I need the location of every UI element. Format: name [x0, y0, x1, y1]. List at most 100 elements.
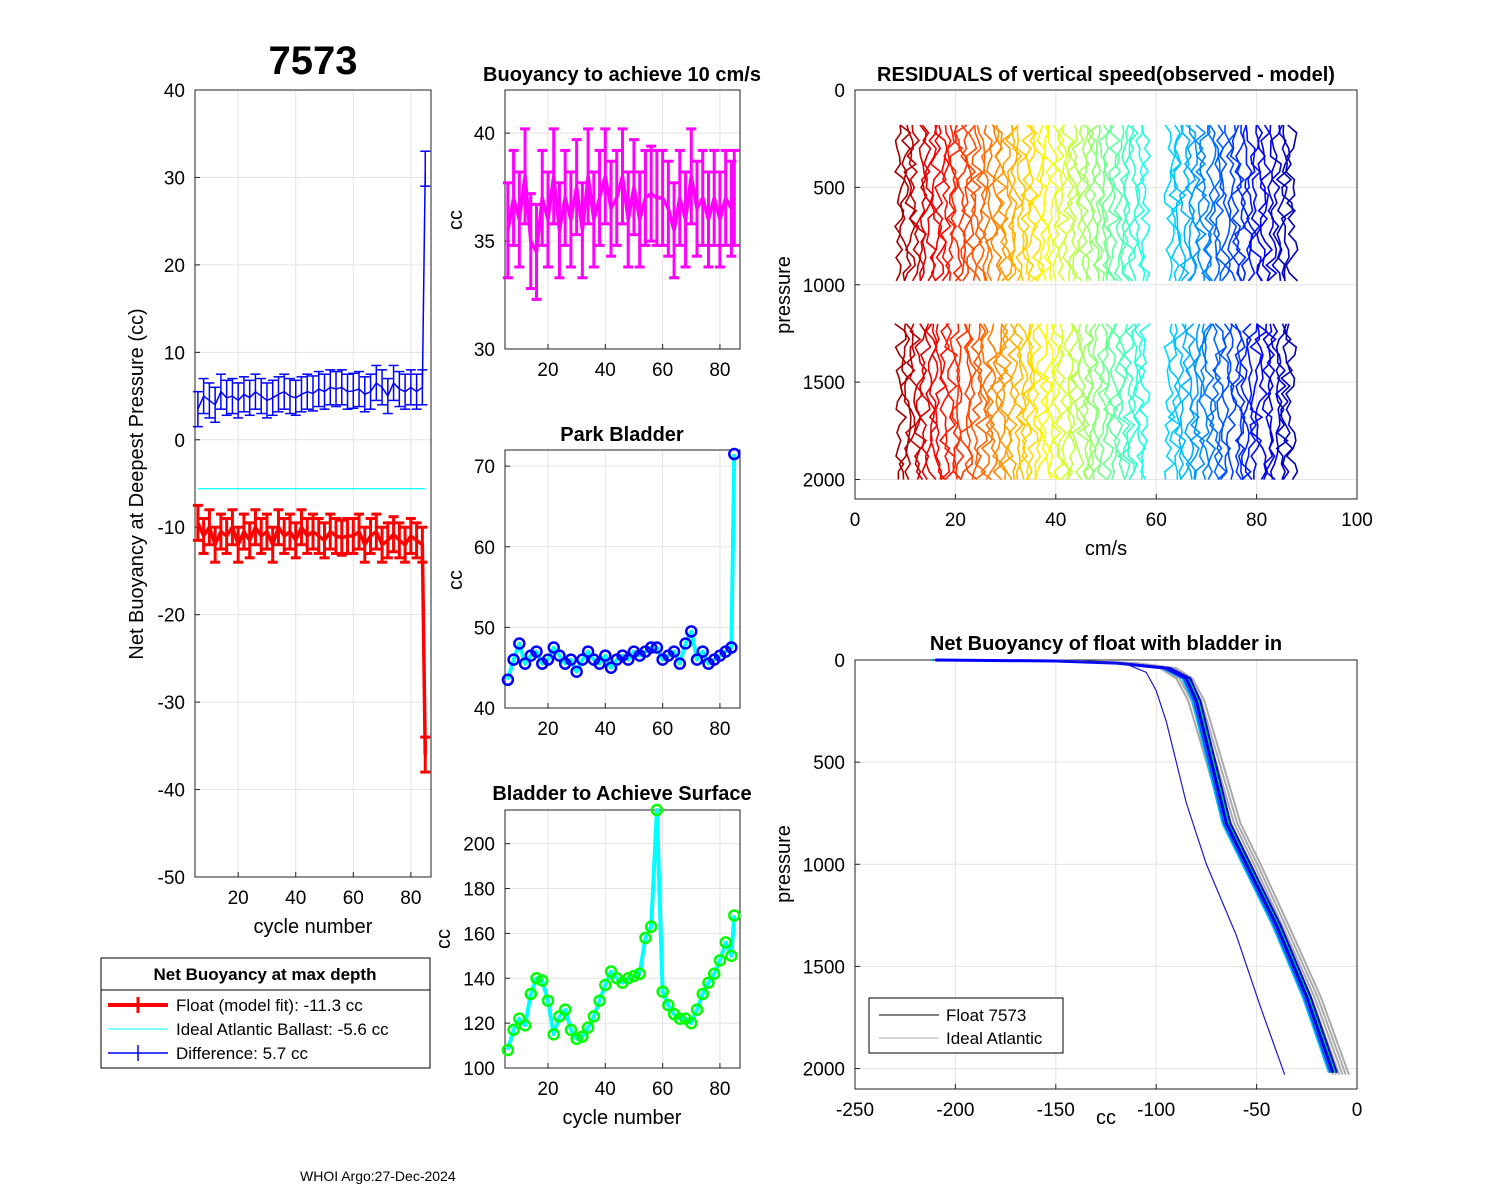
residual-profile [913, 323, 928, 480]
residual-profile [1234, 323, 1246, 480]
series-marker [662, 998, 675, 1012]
series-marker [581, 1021, 595, 1034]
x-axis-label: cc [1096, 1107, 1116, 1129]
residual-profile [1015, 125, 1029, 282]
legend-box [100, 957, 431, 1069]
residual-profile [1096, 323, 1110, 481]
series-line-float [196, 522, 427, 755]
series-marker [599, 978, 612, 992]
plot-frame [854, 89, 1358, 500]
x-axis-label: cm/s [1085, 538, 1127, 560]
legend-entry-ideal: Ideal Atlantic Ballast: -5.6 cc [176, 1020, 389, 1039]
plot-frame [854, 659, 1358, 1090]
residual-profile [1098, 124, 1111, 281]
series-marker [530, 972, 543, 985]
residual-profile [1091, 323, 1104, 480]
residual-profile [1223, 124, 1238, 282]
series-marker [633, 967, 646, 981]
x-tick-label: 60 [652, 1079, 673, 1100]
chart-title: Park Bladder [560, 424, 684, 446]
legend-entry-float: Float (model fit): -11.3 cc [176, 996, 363, 1015]
series-marker [581, 645, 595, 658]
residual-profile [1005, 323, 1019, 480]
residual-profile [1249, 323, 1264, 480]
chart-park-bladder: Park Bladder cc 20 40 60 80 40 50 60 70 [445, 424, 741, 740]
x-tick-label: -100 [1137, 1100, 1175, 1121]
residual-profile [954, 124, 968, 282]
y-tick-label: 10 [164, 343, 185, 364]
y-tick-label: -50 [158, 868, 185, 889]
y-tick-label: 40 [474, 699, 495, 720]
series-marker [621, 972, 635, 985]
x-tick-label: 0 [1352, 1100, 1363, 1121]
residual-profile [1101, 124, 1116, 282]
residual-profile [1208, 124, 1222, 282]
legend-entry-difference: Difference: 5.7 cc [176, 1044, 308, 1063]
residual-profile [1137, 323, 1151, 480]
residual-profile [1280, 323, 1294, 480]
y-tick-label: 70 [474, 457, 495, 478]
y-tick-label: 1500 [803, 957, 845, 978]
series-marker [713, 954, 727, 967]
series-marker [564, 1023, 578, 1037]
residual-profile [1233, 125, 1247, 282]
x-tick-label: 80 [1246, 510, 1267, 531]
residual-profile [970, 124, 984, 282]
residual-profile [1285, 124, 1299, 282]
y-tick-label: 1000 [803, 276, 845, 297]
residual-profile [1259, 124, 1274, 282]
x-tick-label: 40 [595, 719, 616, 740]
series-marker [728, 447, 741, 461]
y-axis-label: cc [445, 210, 467, 230]
x-tick-label: 80 [709, 360, 730, 381]
residual-profile [1122, 125, 1136, 282]
x-tick-label: 60 [343, 888, 364, 909]
legend-entry-ideal-atlantic: Ideal Atlantic [946, 1029, 1043, 1048]
x-tick-label: 20 [945, 510, 966, 531]
x-tick-label: 0 [850, 510, 861, 531]
series-marker [673, 657, 687, 670]
series-marker [576, 653, 589, 666]
series-marker [570, 665, 583, 678]
y-tick-label: 500 [813, 178, 845, 199]
x-tick-label: 80 [709, 1079, 730, 1100]
residual-profile [908, 124, 922, 282]
residual-profile [1071, 124, 1085, 282]
residual-profile [944, 323, 958, 481]
series-marker [656, 985, 669, 998]
series-marker [685, 625, 698, 638]
figure-title: 7573 [269, 39, 358, 83]
residual-profile [1042, 124, 1054, 282]
y-tick-label: 100 [463, 1059, 495, 1080]
chart-title: RESIDUALS of vertical speed(observed - m… [877, 64, 1335, 86]
residual-profile [1015, 323, 1029, 480]
x-tick-label: 60 [1146, 510, 1167, 531]
series-line-float-outlier [1055, 659, 1286, 1075]
series-marker [593, 994, 606, 1007]
series-marker [644, 920, 658, 933]
residual-profile [894, 124, 906, 282]
residual-profile [1055, 124, 1071, 282]
residual-profile [1106, 125, 1122, 282]
series-line-buoyancy [506, 174, 736, 254]
series-marker [541, 653, 555, 666]
residual-profile [1071, 323, 1086, 480]
x-tick-label: 100 [1341, 510, 1373, 531]
x-tick-label: 20 [537, 1079, 558, 1100]
series-marker [518, 1019, 532, 1032]
y-tick-label: 40 [164, 81, 185, 102]
y-tick-label: -20 [158, 606, 185, 627]
residual-profile [1239, 323, 1252, 481]
series-marker [501, 673, 515, 687]
residual-profile [1254, 323, 1269, 480]
x-tick-label: 80 [709, 719, 730, 740]
series-marker [725, 641, 738, 654]
residual-profile [1285, 323, 1299, 480]
residual-profile [1204, 125, 1217, 282]
series-marker [530, 645, 543, 658]
y-tick-label: 50 [474, 618, 495, 639]
x-tick-label: 40 [285, 888, 306, 909]
residual-profile [1240, 124, 1253, 282]
residual-profile [969, 323, 983, 480]
residual-profile [949, 124, 964, 282]
